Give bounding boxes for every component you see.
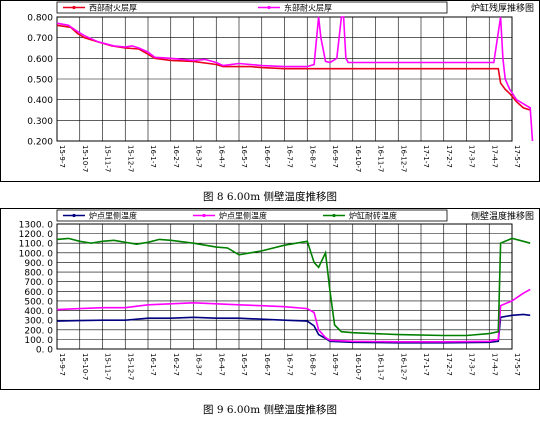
legend-marker-1 [267, 5, 271, 10]
y-tick-label: 700. 0 [24, 278, 53, 288]
x-tick-label: 17-5-7 [513, 145, 521, 168]
figure-8-caption: 图 8 6.00m 侧壁温度推移图 [202, 191, 338, 203]
x-tick-label: 17-2-7 [445, 145, 453, 168]
y-tick-label: 200. 0 [24, 326, 53, 336]
y-tick-label: 400. 0 [24, 307, 53, 317]
legend-label-0: 炉点里侧温度 [89, 211, 137, 221]
x-tick-label: 15-10-7 [81, 145, 89, 172]
figure-9-caption: 图 9 6.00m 侧壁温度推移图 [202, 404, 338, 416]
y-tick-label: 600. 0 [24, 288, 53, 298]
series-line-2 [56, 237, 531, 337]
y-tick-label: 500. 0 [24, 297, 53, 307]
legend-marker-2 [332, 213, 336, 218]
x-tick-label: 16-10-7 [354, 145, 362, 172]
y-tick-label: 0.200 [27, 138, 53, 148]
y-tick-label: 0.600 [27, 55, 53, 65]
y-tick-label: 0.400 [27, 96, 53, 106]
x-tick-label: 16-5-7 [240, 353, 248, 376]
x-tick-label: 16-4-7 [217, 353, 225, 376]
series-line-1 [56, 288, 531, 343]
x-tick-label: 17-4-7 [490, 145, 498, 168]
chart-furnace-hearth-thickness: 0.200 0.300 0.400 0.500 0.600 0.700 0.800 15-9-… [0, 0, 540, 182]
x-tick-label: 15-10-7 [81, 353, 89, 380]
y-tick-label: 0.700 [27, 34, 53, 44]
y-tick-label: 0.500 [27, 76, 53, 86]
x-tick-label: 17-5-7 [513, 353, 521, 376]
chart-title: 炉缸残厚推移图 [471, 2, 534, 14]
x-tick-label: 15-12-7 [126, 145, 134, 172]
x-tick-label: 16-8-7 [308, 145, 316, 168]
legend-box [56, 209, 448, 222]
legend-label-0: 西部耐火层厚 [89, 3, 137, 13]
x-tick-label: 15-12-7 [126, 353, 134, 380]
chart-title: 侧壁温度推移图 [471, 210, 534, 222]
y-tick-label: 1100. 0 [19, 240, 54, 250]
x-tick-label: 15-11-7 [104, 145, 112, 172]
x-tick-label: 15-9-7 [58, 145, 66, 168]
x-tick-label: 16-2-7 [172, 353, 180, 376]
legend-marker-0 [72, 213, 76, 218]
x-tick-label: 17-3-7 [468, 145, 476, 168]
x-tick-label: 16-12-7 [399, 145, 407, 172]
x-tick-label: 16-1-7 [149, 145, 157, 168]
x-tick-label: 16-6-7 [263, 145, 271, 168]
legend-marker-0 [72, 5, 76, 10]
x-tick-label: 16-2-7 [172, 145, 180, 168]
y-tick-label: 0. 0 [36, 346, 53, 356]
x-tick-label: 16-12-7 [399, 353, 407, 380]
x-tick-label: 17-3-7 [468, 353, 476, 376]
legend-label-1: 炉点里侧温度 [219, 211, 267, 221]
x-tick-label: 16-3-7 [195, 145, 203, 168]
y-tick-label: 800. 0 [24, 269, 53, 279]
x-tick-label: 16-4-7 [217, 145, 225, 168]
x-tick-label: 17-1-7 [422, 353, 430, 376]
series-line-1 [56, 16, 534, 142]
x-tick-label: 16-8-7 [308, 353, 316, 376]
legend-label-2: 炉缸耐砖温度 [349, 211, 397, 221]
x-tick-label: 16-7-7 [286, 145, 294, 168]
y-tick-label: 900. 0 [24, 259, 53, 269]
legend-marker-1 [202, 213, 206, 218]
y-tick-label: 300. 0 [24, 317, 53, 327]
legend-label-1: 东部耐火层厚 [284, 3, 332, 13]
x-tick-label: 16-3-7 [195, 353, 203, 376]
x-tick-label: 17-1-7 [422, 145, 430, 168]
series-line-0 [56, 313, 531, 344]
y-tick-label: 1200. 0 [19, 230, 54, 240]
x-tick-label: 16-5-7 [240, 145, 248, 168]
legend-box [56, 1, 448, 14]
x-tick-label: 17-2-7 [445, 353, 453, 376]
x-tick-label: 16-10-7 [354, 353, 362, 380]
y-tick-label: 1300. 0 [19, 221, 54, 231]
x-tick-label: 15-11-7 [104, 353, 112, 380]
y-tick-label: 0.800 [27, 14, 53, 24]
x-tick-label: 16-9-7 [331, 145, 339, 168]
x-tick-label: 16-9-7 [331, 353, 339, 376]
x-tick-label: 17-4-7 [490, 353, 498, 376]
y-tick-label: 100. 0 [24, 336, 53, 346]
x-tick-label: 16-1-7 [149, 353, 157, 376]
x-tick-label: 16-7-7 [286, 353, 294, 376]
x-tick-label: 16-11-7 [377, 353, 385, 380]
x-tick-label: 15-9-7 [58, 353, 66, 376]
x-tick-label: 16-11-7 [377, 145, 385, 172]
y-tick-label: 1000. 0 [19, 249, 54, 259]
y-tick-label: 0.300 [27, 117, 53, 127]
x-tick-label: 16-6-7 [263, 353, 271, 376]
